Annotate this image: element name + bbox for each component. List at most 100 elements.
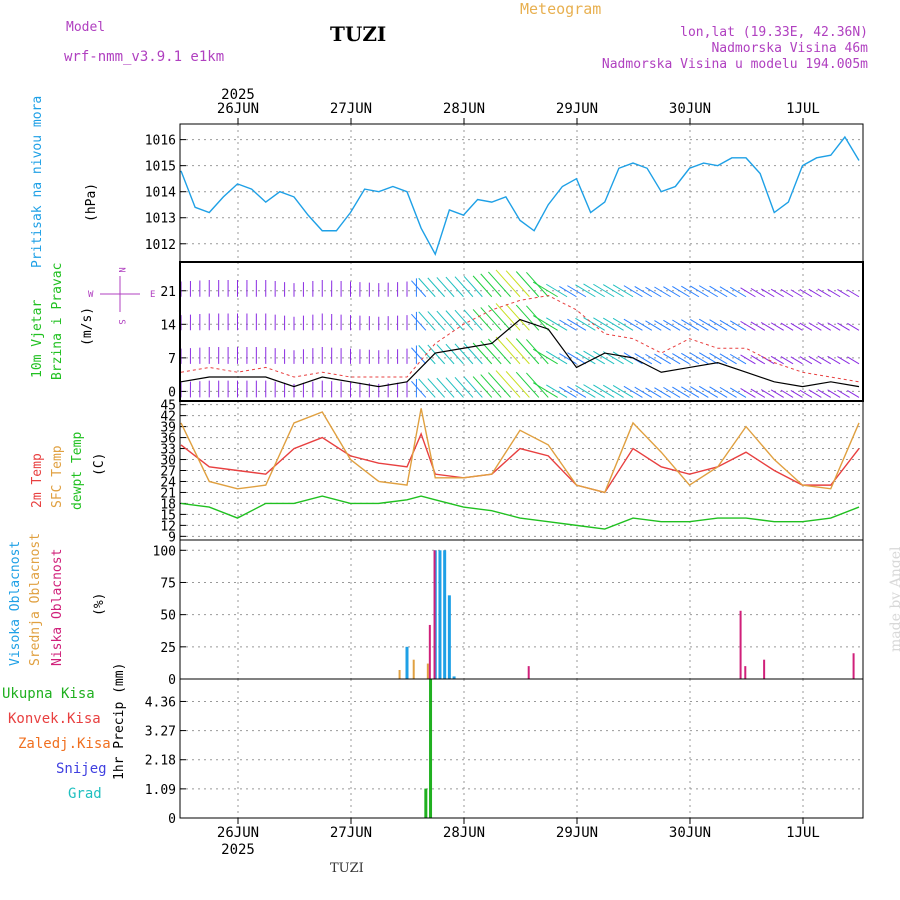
wind-arrow bbox=[623, 385, 643, 398]
wind-arrow bbox=[780, 289, 794, 298]
wind-arrow bbox=[546, 384, 568, 398]
wind-arrow bbox=[411, 347, 427, 365]
temp-ytick-label: 39 bbox=[160, 421, 176, 436]
wind-arrow bbox=[418, 277, 436, 298]
model-label: Model bbox=[66, 20, 106, 35]
wind-arrow bbox=[654, 286, 671, 298]
wind-arrow bbox=[719, 353, 737, 365]
cloud-low-bar bbox=[852, 653, 855, 679]
temp-ytick-label: 24 bbox=[160, 475, 176, 490]
compass-e: E bbox=[150, 290, 155, 300]
wind-arrow bbox=[709, 386, 728, 398]
pressure-ytick-label: 1014 bbox=[145, 186, 176, 201]
wind-arrow bbox=[532, 382, 558, 398]
wind-arrow bbox=[480, 374, 502, 398]
cloud-low-bar bbox=[527, 666, 530, 679]
temp-ytick-label: 18 bbox=[160, 497, 176, 512]
top-day-label: 29JUN bbox=[556, 101, 598, 117]
wind-arrow bbox=[760, 322, 775, 331]
wind-arrow bbox=[790, 389, 803, 398]
wind-arrow bbox=[567, 318, 587, 331]
wind-arrow bbox=[709, 319, 728, 331]
cloud-ytick-label: 50 bbox=[160, 609, 176, 624]
wind-arrow bbox=[837, 322, 850, 331]
temp-ytick-label: 36 bbox=[160, 432, 176, 447]
wind-arrows bbox=[180, 269, 860, 398]
wind-arrow bbox=[698, 318, 719, 331]
wind-arrow bbox=[817, 355, 832, 365]
cloud-mid-bar bbox=[426, 663, 429, 679]
cloud-frame bbox=[179, 539, 864, 680]
wind-arrow bbox=[681, 285, 700, 298]
wind-arrow bbox=[505, 270, 530, 298]
top-day-label: 1JUL bbox=[786, 101, 820, 117]
wind-arrow bbox=[827, 288, 841, 298]
wind-arrow bbox=[770, 355, 784, 365]
precip-ytick-label: 1.09 bbox=[145, 783, 176, 798]
wind-arrow bbox=[654, 387, 671, 398]
precip-ytick-label: 2.18 bbox=[145, 754, 176, 769]
wind-arrow bbox=[690, 319, 709, 331]
wind-arrow bbox=[436, 377, 455, 398]
temp-ytick-label: 15 bbox=[160, 508, 176, 523]
wind-arrow bbox=[799, 322, 813, 331]
wind-arrow bbox=[602, 284, 624, 298]
legend-snow: Snijeg bbox=[56, 761, 107, 777]
precip-frame bbox=[179, 678, 864, 819]
wind-arrow bbox=[847, 389, 860, 398]
top-year-label: 2025 bbox=[221, 87, 255, 103]
wind-arrow bbox=[436, 344, 455, 365]
precip-total-bar bbox=[429, 679, 433, 818]
wind-arrow bbox=[799, 356, 813, 365]
bottom-day-label: 27JUN bbox=[330, 825, 372, 841]
cloud-panel: 0 25 50 75 100 bbox=[153, 540, 863, 688]
wind-arrow bbox=[740, 320, 756, 331]
wind-ytick-label: 21 bbox=[160, 285, 176, 300]
pressure-panel: 1012 1013 1014 1015 1016 bbox=[145, 124, 863, 262]
wind-arrow bbox=[799, 389, 813, 398]
precip-ytick-label: 0 bbox=[168, 812, 176, 827]
wind-arrow bbox=[418, 311, 436, 331]
model-name: wrf-nmm_v3.9.1 e1km bbox=[64, 49, 225, 65]
wind-arrow bbox=[729, 286, 747, 298]
legend-hail: Grad bbox=[68, 786, 102, 802]
pressure-ytick-label: 1012 bbox=[145, 238, 176, 253]
temp-ytick-label: 21 bbox=[160, 486, 176, 501]
cloud-mid-bar bbox=[412, 659, 415, 679]
footer-station: TUZI bbox=[330, 861, 364, 876]
wind-arrow bbox=[770, 389, 784, 398]
top-day-label: 30JUN bbox=[669, 101, 711, 117]
temp-ytick-label: 45 bbox=[160, 399, 176, 414]
wind-arrow bbox=[790, 289, 803, 298]
wind-arrow bbox=[427, 378, 446, 398]
wind-arrow bbox=[602, 384, 624, 398]
compass-s: S bbox=[116, 319, 126, 324]
wind-arrow bbox=[847, 289, 860, 298]
precip-ytick-label: 3.27 bbox=[145, 725, 176, 740]
wind-ytick-label: 7 bbox=[168, 352, 176, 367]
wind-arrow bbox=[698, 385, 719, 398]
wind-compass-icon: N W E S bbox=[88, 267, 155, 324]
wind-arrow bbox=[698, 352, 719, 365]
station-title: TUZI bbox=[330, 22, 387, 46]
bottom-day-label: 30JUN bbox=[669, 825, 711, 841]
precip-ytick-label: 4.36 bbox=[145, 695, 176, 710]
wind-arrow bbox=[634, 353, 653, 365]
wind-arrow bbox=[546, 283, 568, 298]
wind-arrow bbox=[690, 285, 709, 298]
wind-arrow bbox=[575, 317, 596, 331]
wind-arrow bbox=[575, 351, 596, 365]
wind-arrow bbox=[817, 389, 832, 398]
pressure-ytick-label: 1015 bbox=[145, 160, 176, 175]
location-coords: lon,lat (19.33E, 42.36N) bbox=[680, 25, 868, 40]
t2m-line bbox=[180, 431, 860, 494]
wind-arrow bbox=[808, 355, 822, 365]
wind-arrow bbox=[612, 385, 634, 398]
wind-arrow bbox=[480, 273, 502, 298]
location-elevation: Nadmorska Visina 46m bbox=[711, 41, 868, 56]
wind-arrow bbox=[593, 283, 615, 298]
wind-frame bbox=[179, 261, 864, 402]
wind-arrow bbox=[505, 371, 530, 398]
